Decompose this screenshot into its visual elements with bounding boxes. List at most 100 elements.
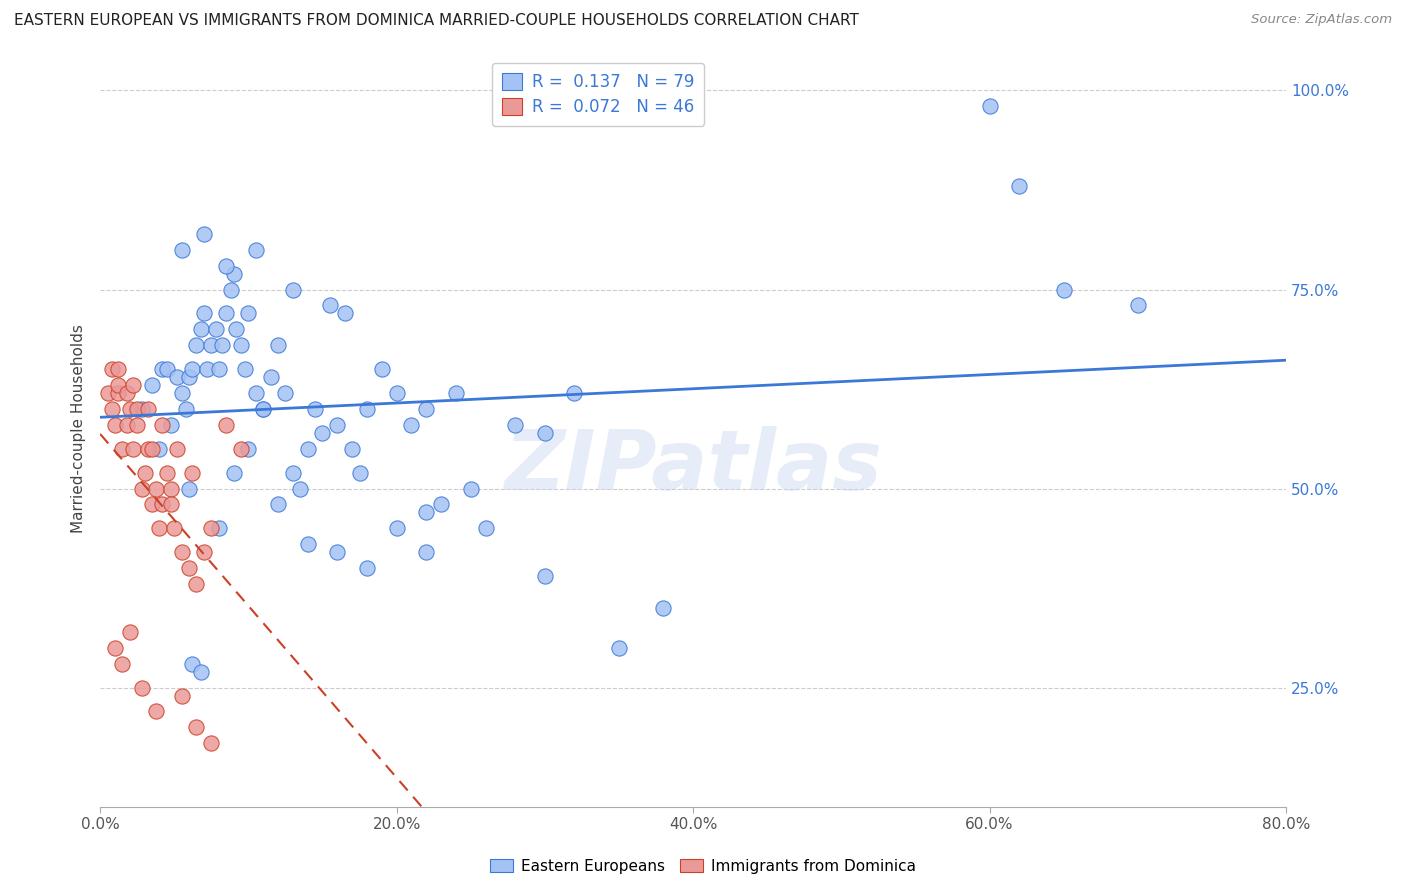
Point: [150, 417, 173, 432]
Point: [356, 561, 378, 575]
Point: [163, 521, 186, 535]
Point: [131, 681, 153, 695]
Point: [101, 362, 124, 376]
Point: [104, 640, 127, 655]
Point: [186, 338, 208, 352]
Point: [141, 498, 163, 512]
Point: [401, 417, 423, 432]
Point: [181, 657, 204, 671]
Point: [131, 401, 153, 416]
Point: [145, 482, 167, 496]
Point: [181, 362, 204, 376]
Point: [131, 482, 153, 496]
Point: [533, 569, 555, 583]
Point: [415, 401, 437, 416]
Point: [148, 521, 170, 535]
Point: [127, 417, 149, 432]
Point: [1126, 298, 1149, 312]
Point: [229, 338, 252, 352]
Point: [118, 401, 141, 416]
Point: [160, 482, 183, 496]
Point: [415, 545, 437, 559]
Point: [111, 442, 134, 456]
Point: [107, 378, 129, 392]
Point: [121, 378, 143, 392]
Point: [281, 283, 304, 297]
Point: [290, 482, 312, 496]
Point: [174, 401, 197, 416]
Point: [101, 401, 124, 416]
Point: [474, 521, 496, 535]
Point: [134, 466, 156, 480]
Point: [96, 386, 118, 401]
Point: [193, 227, 215, 241]
Point: [115, 386, 138, 401]
Point: [115, 417, 138, 432]
Point: [371, 362, 394, 376]
Point: [304, 401, 326, 416]
Point: [204, 322, 226, 336]
Point: [208, 362, 231, 376]
Point: [136, 442, 159, 456]
Point: [195, 362, 218, 376]
Point: [160, 417, 183, 432]
Point: [107, 386, 129, 401]
Point: [460, 482, 482, 496]
Point: [319, 298, 342, 312]
Point: [166, 442, 188, 456]
Text: ZIPatlas: ZIPatlas: [505, 426, 882, 508]
Point: [652, 601, 675, 615]
Point: [177, 370, 200, 384]
Point: [118, 624, 141, 639]
Point: [193, 545, 215, 559]
Point: [145, 705, 167, 719]
Point: [430, 498, 453, 512]
Point: [222, 267, 245, 281]
Point: [259, 370, 281, 384]
Point: [222, 466, 245, 480]
Point: [245, 386, 267, 401]
Point: [177, 561, 200, 575]
Point: [111, 657, 134, 671]
Point: [503, 417, 526, 432]
Point: [136, 401, 159, 416]
Y-axis label: Married-couple Households: Married-couple Households: [72, 325, 86, 533]
Point: [607, 640, 630, 655]
Point: [177, 482, 200, 496]
Point: [333, 306, 356, 320]
Point: [215, 417, 238, 432]
Point: [564, 386, 586, 401]
Point: [219, 283, 242, 297]
Point: [121, 442, 143, 456]
Point: [127, 401, 149, 416]
Point: [385, 521, 408, 535]
Point: [415, 505, 437, 519]
Point: [170, 386, 193, 401]
Point: [200, 736, 222, 750]
Point: [267, 338, 290, 352]
Point: [267, 498, 290, 512]
Point: [238, 442, 260, 456]
Point: [326, 417, 349, 432]
Point: [211, 338, 233, 352]
Point: [533, 425, 555, 440]
Point: [235, 362, 257, 376]
Point: [156, 362, 179, 376]
Point: [274, 386, 297, 401]
Point: [186, 577, 208, 591]
Point: [1052, 283, 1074, 297]
Point: [186, 720, 208, 734]
Point: [1008, 179, 1031, 194]
Point: [225, 322, 247, 336]
Legend: R =  0.137   N = 79, R =  0.072   N = 46: R = 0.137 N = 79, R = 0.072 N = 46: [492, 62, 704, 126]
Point: [181, 466, 204, 480]
Point: [215, 306, 238, 320]
Point: [208, 521, 231, 535]
Point: [252, 401, 274, 416]
Point: [340, 442, 363, 456]
Point: [104, 417, 127, 432]
Point: [349, 466, 371, 480]
Point: [356, 401, 378, 416]
Point: [281, 466, 304, 480]
Point: [385, 386, 408, 401]
